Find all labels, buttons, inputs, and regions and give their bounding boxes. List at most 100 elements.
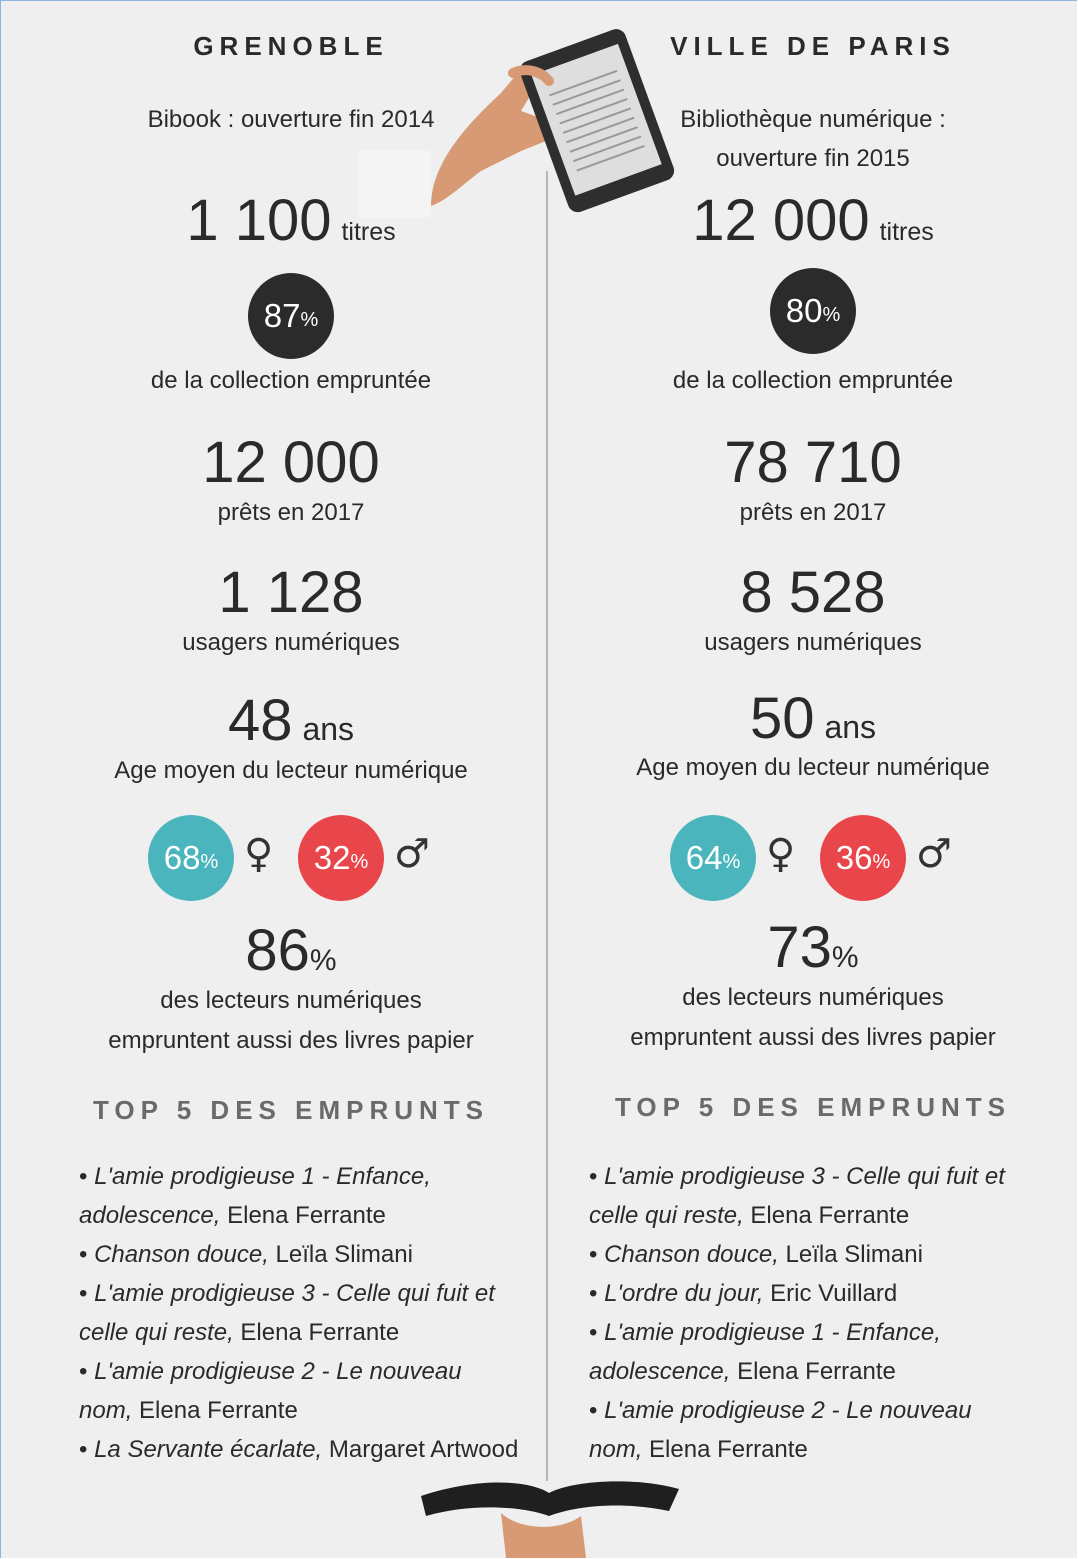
value: 86 <box>245 918 310 983</box>
tablet-hand-icon <box>359 29 675 217</box>
book-title: L'amie prodigieuse 2 - Le nouveau nom, <box>79 1358 462 1424</box>
age-value: 48 ans <box>51 691 531 759</box>
hand-sleeve <box>359 151 431 217</box>
value: 64 <box>685 839 723 876</box>
book-author: Elena Ferrante <box>227 1202 386 1229</box>
paper-value: 86% <box>51 921 531 991</box>
male-symbol: ♂ <box>916 831 952 877</box>
value: 48 <box>227 688 293 753</box>
book-author: Leïla Slimani <box>785 1241 923 1268</box>
book-title: L'amie prodigieuse 1 - Enfance, adolesce… <box>589 1319 941 1385</box>
female-symbol: ♀ <box>766 831 796 877</box>
book-title: L'amie prodigieuse 1 - Enfance, adolesce… <box>79 1163 431 1229</box>
unit: % <box>722 850 741 873</box>
top-header: TOP 5 DES EMPRUNTS <box>615 1092 1011 1122</box>
hand <box>431 67 549 206</box>
titles-count: 1 100 titres <box>51 191 531 262</box>
book-title: L'amie prodigieuse 3 - Celle qui fuit et… <box>79 1280 495 1346</box>
male-circle: 32% <box>298 815 384 901</box>
paper-value: 73% <box>573 918 1053 988</box>
value: 1 100 <box>186 188 332 253</box>
top-list: L'amie prodigieuse 1 - Enfance, adolesce… <box>79 1157 519 1469</box>
female-symbol: ♀ <box>244 831 274 877</box>
value: 73 <box>767 915 832 980</box>
value: 87 <box>263 297 301 334</box>
borrowed-circle: 80% <box>770 268 856 354</box>
book-author: Margaret Artwood <box>328 1436 519 1463</box>
unit: % <box>831 941 859 974</box>
loans-value: 78 710 <box>724 430 902 495</box>
top-list: L'amie prodigieuse 3 - Celle qui fuit et… <box>589 1157 1029 1469</box>
users-label: usagers numériques <box>704 629 922 656</box>
value: 68 <box>163 839 201 876</box>
book-author: Elena Ferrante <box>139 1397 298 1424</box>
loans-label: prêts en 2017 <box>739 499 887 526</box>
borrowed-label: de la collection empruntée <box>150 367 432 394</box>
age-value: 50 ans <box>573 689 1053 757</box>
loans-value: 12 000 <box>202 430 380 495</box>
male-circle: 36% <box>820 815 906 901</box>
hand <box>501 1513 586 1558</box>
top-item: L'amie prodigieuse 1 - Enfance, adolesce… <box>589 1313 1029 1391</box>
paper-label: des lecteurs numériques <box>682 984 944 1011</box>
top-header: TOP 5 DES EMPRUNTS <box>93 1095 489 1125</box>
female-circle: 64% <box>670 815 756 901</box>
age-label: Age moyen du lecteur numérique <box>114 757 468 784</box>
unit: ans <box>302 711 355 747</box>
unit: % <box>822 303 841 326</box>
book-author: Leïla Slimani <box>275 1241 413 1268</box>
book-title: Chanson douce, <box>94 1241 269 1268</box>
unit: % <box>872 850 891 873</box>
loans-label: prêts en 2017 <box>217 499 365 526</box>
paper-label: empruntent aussi des livres papier <box>630 1024 996 1051</box>
top-item: L'amie prodigieuse 3 - Celle qui fuit et… <box>589 1157 1029 1235</box>
paper-label: des lecteurs numériques <box>160 987 422 1014</box>
users-value: 8 528 <box>740 560 886 625</box>
book-title: Chanson douce, <box>604 1241 779 1268</box>
unit: titres <box>879 218 934 246</box>
unit: % <box>200 850 219 873</box>
unit: ans <box>824 709 877 745</box>
top-item: L'amie prodigieuse 2 - Le nouveau nom, E… <box>79 1352 519 1430</box>
borrowed-circle: 87% <box>248 273 334 359</box>
top-item: Chanson douce, Leïla Slimani <box>589 1235 1029 1274</box>
book-author: Elena Ferrante <box>240 1319 400 1346</box>
top-item: La Servante écarlate, Margaret Artwood <box>79 1430 519 1469</box>
book-author: Eric Vuillard <box>770 1280 898 1307</box>
value: 12 000 <box>692 188 870 253</box>
column-title: GRENOBLE <box>193 31 389 61</box>
book-hand-icon <box>421 1481 679 1558</box>
age-label: Age moyen du lecteur numérique <box>636 754 990 781</box>
value: 80 <box>785 292 823 329</box>
male-symbol: ♂ <box>394 831 430 877</box>
book-author: Elena Ferrante <box>649 1436 808 1463</box>
female-circle: 68% <box>148 815 234 901</box>
book-title: La Servante écarlate, <box>94 1436 323 1463</box>
unit: % <box>350 850 369 873</box>
paper-label: empruntent aussi des livres papier <box>108 1027 474 1054</box>
subtitle: Bibook : ouverture fin 2014 <box>147 106 435 133</box>
tablet-screen <box>531 43 662 196</box>
column-title: VILLE DE PARIS <box>670 31 956 61</box>
top-item: L'amie prodigieuse 1 - Enfance, adolesce… <box>79 1157 519 1235</box>
book-author: Elena Ferrante <box>750 1202 910 1229</box>
value: 32 <box>313 839 351 876</box>
unit: titres <box>341 218 396 246</box>
value: 50 <box>749 686 815 751</box>
unit: % <box>309 944 337 977</box>
top-item: L'ordre du jour, Eric Vuillard <box>589 1274 1029 1313</box>
top-item: Chanson douce, Leïla Slimani <box>79 1235 519 1274</box>
value: 36 <box>835 839 873 876</box>
book-title: L'amie prodigieuse 3 - Celle qui fuit et… <box>589 1163 1005 1229</box>
top-item: L'amie prodigieuse 3 - Celle qui fuit et… <box>79 1274 519 1352</box>
titles-count: 12 000 titres <box>573 191 1053 262</box>
book-title: L'ordre du jour, <box>604 1280 764 1307</box>
unit: % <box>300 308 319 331</box>
users-label: usagers numériques <box>182 629 400 656</box>
subtitle: Bibliothèque numérique : ouverture fin 2… <box>680 106 946 172</box>
top-item: L'amie prodigieuse 2 - Le nouveau nom, E… <box>589 1391 1029 1469</box>
borrowed-label: de la collection empruntée <box>672 367 954 394</box>
book-title: L'amie prodigieuse 2 - Le nouveau nom, <box>589 1397 972 1463</box>
